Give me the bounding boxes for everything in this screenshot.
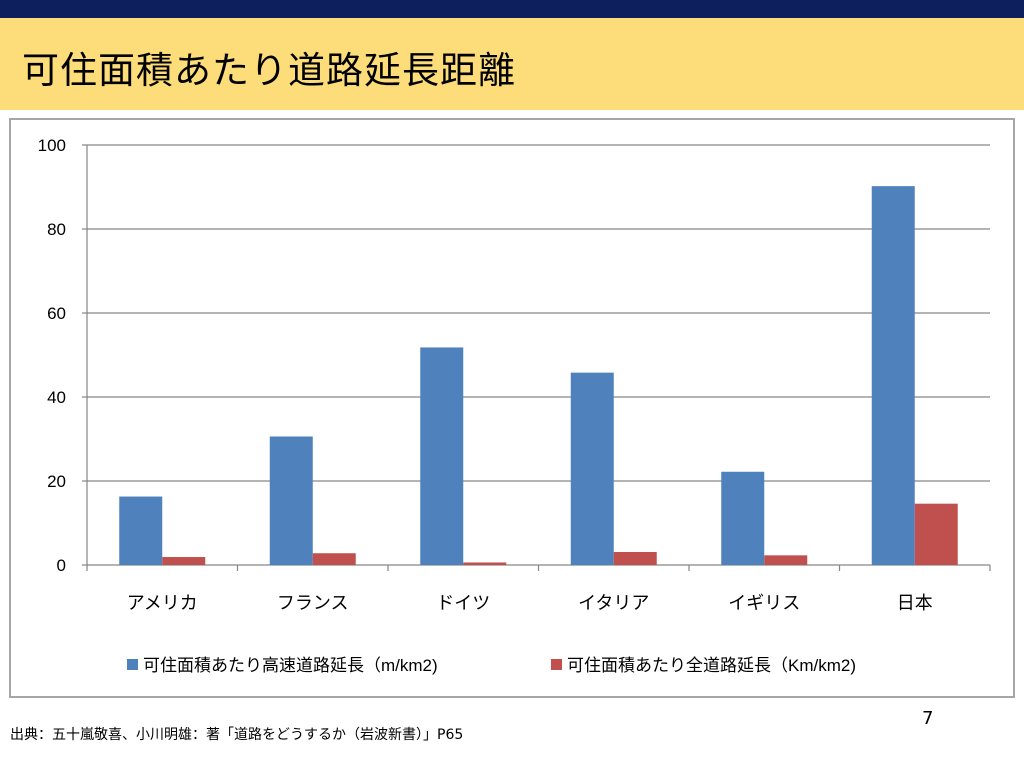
slide-title: 可住面積あたり道路延長距離 (22, 49, 516, 92)
chart-frame (9, 118, 1015, 698)
bar-series-1 (570, 372, 614, 565)
y-tick-label: 0 (57, 556, 66, 575)
bar-series-2 (914, 503, 958, 565)
y-tick-label: 100 (38, 136, 66, 155)
x-tick-label: 日本 (897, 593, 933, 613)
bar-series-1 (119, 496, 163, 565)
bar-series-2 (764, 555, 808, 565)
source-citation: 出典：五十嵐敬喜、小川明雄：著「道路をどうするか（岩波新書）」P65 (10, 727, 464, 743)
bar-series-2 (162, 557, 206, 565)
bar-series-1 (721, 471, 765, 565)
x-tick-label: イタリア (578, 593, 649, 613)
x-tick-label: アメリカ (127, 593, 198, 613)
bar-series-2 (463, 562, 507, 565)
title-band (0, 18, 1024, 110)
bar-series-1 (269, 436, 313, 565)
page-number: 7 (922, 708, 934, 729)
bar-series-2 (613, 551, 657, 565)
x-tick-label: イギリス (728, 593, 800, 613)
y-tick-label: 20 (47, 472, 66, 491)
bar-series-2 (312, 553, 356, 565)
y-tick-label: 80 (47, 220, 66, 239)
y-tick-label: 40 (47, 388, 66, 407)
legend-swatch-1 (127, 659, 138, 670)
x-tick-label: フランス (277, 593, 349, 613)
x-tick-label: ドイツ (436, 593, 490, 613)
header-bar (0, 0, 1024, 18)
legend-label-1: 可住面積あたり高速道路延長（m/km2) (143, 656, 438, 675)
legend-swatch-2 (551, 659, 562, 670)
bar-series-1 (420, 347, 464, 565)
legend-label-2: 可住面積あたり全道路延長（Km/km2) (567, 656, 856, 675)
bar-series-1 (871, 186, 915, 565)
y-tick-label: 60 (47, 304, 66, 323)
